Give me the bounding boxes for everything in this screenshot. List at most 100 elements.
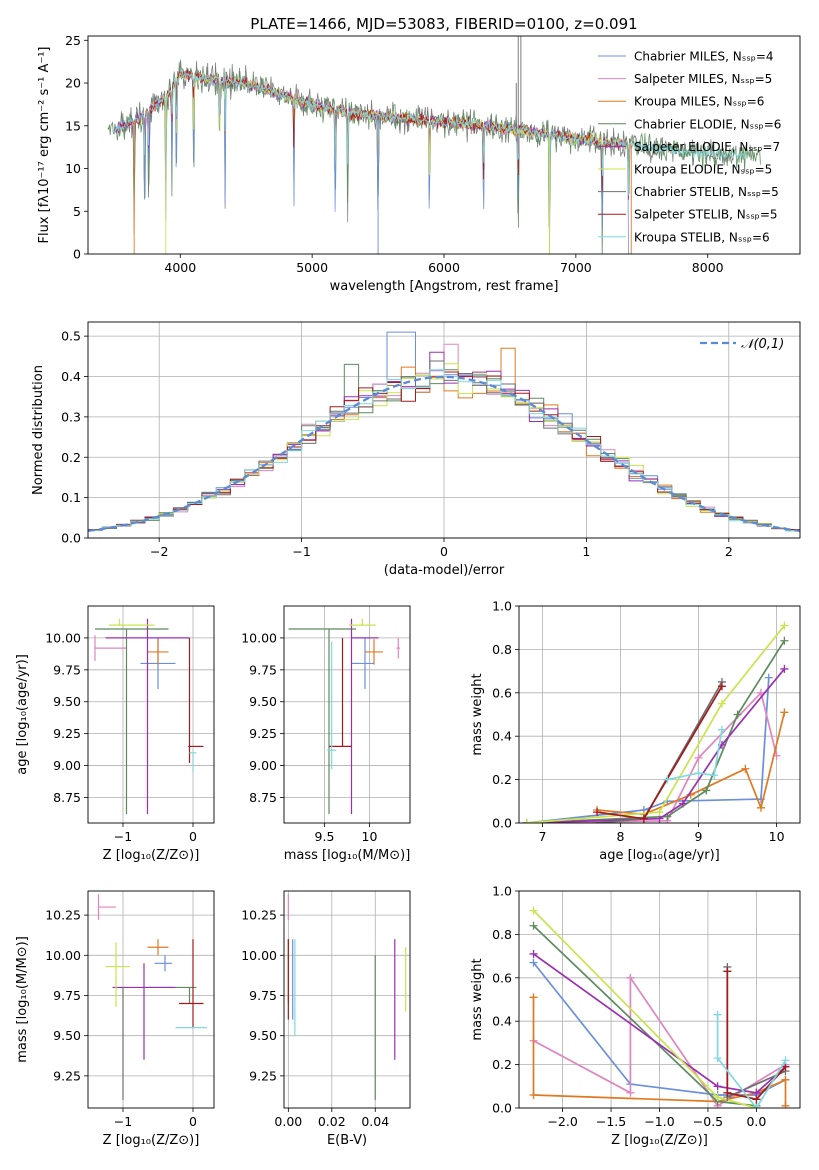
plus-marker	[756, 688, 765, 697]
x-tick-label: 9.5	[315, 829, 335, 844]
x-tick-label: 9	[695, 829, 703, 844]
x-axis-label: wavelength [Angstrom, rest frame]	[330, 279, 559, 294]
histogram-series-9	[88, 369, 800, 533]
y-axis-label: mass [log₁₀(M/M⊙)]	[15, 936, 30, 1063]
y-tick-label: 9.75	[53, 662, 81, 677]
y-tick-label: 25	[65, 33, 81, 48]
plot-area	[94, 618, 204, 815]
plus-marker	[717, 699, 726, 708]
y-tick-label: 0.4	[61, 369, 81, 384]
spectrum-series-7	[117, 60, 735, 254]
legend-label-8: Salpeter STELIB, Nₛₛₚ=5	[634, 208, 778, 222]
axes-frame	[283, 605, 411, 824]
plus-marker	[694, 753, 703, 762]
y-tick-label: 0.6	[492, 970, 512, 985]
plus-marker	[752, 1095, 761, 1104]
plus-marker	[639, 814, 648, 823]
mass-weight-line-3	[532, 997, 787, 1106]
plus-marker	[764, 673, 773, 682]
mass-weight-line-1	[526, 677, 770, 823]
plus-marker	[522, 819, 531, 823]
mass-vs-metallicity-panel: −1 0 9.25 9.50 9.75 10.00 10.25 Z [log₁₀(Z/Z⊙)]…	[15, 890, 215, 1148]
plus-marker	[723, 967, 732, 976]
x-tick-label: −1	[292, 544, 310, 559]
plus-marker	[717, 725, 726, 734]
x-tick-label: −1	[114, 1114, 132, 1129]
y-tick-label: 9.25	[53, 1068, 81, 1083]
y-tick-label: 0.0	[492, 816, 512, 831]
x-tick-label: −1.5	[596, 1114, 626, 1129]
errorbar-point-1	[351, 637, 374, 689]
y-tick-label: 8.75	[53, 790, 81, 805]
x-tick-label: 1	[582, 544, 590, 559]
errorbar-point-2	[97, 894, 116, 920]
y-tick-label: 9.50	[53, 1028, 81, 1043]
y-tick-label: 1.0	[492, 884, 512, 899]
plot-area	[522, 621, 789, 823]
mass-weight-line-6	[532, 909, 757, 1108]
plus-marker	[713, 1054, 722, 1063]
x-tick-label: 0.00	[274, 1114, 302, 1129]
errorbar-point-4	[288, 628, 356, 815]
legend-label-6: Kroupa ELODIE, Nₛₛₚ=5	[634, 163, 772, 177]
y-tick-label: 0.2	[61, 450, 81, 465]
y-tick-label: 10.25	[241, 908, 277, 923]
x-tick-label: −2.0	[547, 1114, 577, 1129]
errorbar-point-1	[154, 955, 172, 972]
x-tick-label: 2	[725, 544, 733, 559]
plus-marker	[678, 799, 687, 808]
legend-label-2: Salpeter MILES, Nₛₛₚ=5	[634, 72, 772, 86]
plus-marker	[529, 1090, 538, 1099]
plus-marker	[529, 921, 538, 930]
mass-weight-line-5	[533, 953, 787, 1094]
errorbar-point-3	[147, 939, 169, 956]
plot-area	[107, 36, 761, 254]
errorbar-point-6	[109, 618, 155, 626]
plus-marker	[593, 819, 602, 823]
x-axis-label: mass [log₁₀(M/M⊙)]	[284, 848, 411, 863]
y-tick-label: 9.25	[53, 726, 81, 741]
x-tick-label: 0	[189, 829, 197, 844]
plus-marker	[733, 710, 742, 719]
errorbar-point-5	[350, 618, 379, 815]
x-tick-label: 0	[189, 1114, 197, 1129]
y-tick-label: 10.00	[241, 630, 277, 645]
plus-marker	[702, 786, 711, 795]
y-tick-label: 8.75	[249, 790, 277, 805]
errorbar-point-5	[105, 618, 190, 815]
errorbar-point-8	[179, 939, 204, 1028]
gridlines	[519, 890, 800, 1109]
plus-marker	[741, 764, 750, 773]
y-tick-label: 0.2	[492, 1057, 512, 1072]
y-axis-label: mass weight	[470, 958, 485, 1040]
x-tick-label: −1.0	[644, 1114, 674, 1129]
plot-area	[287, 894, 407, 1100]
y-tick-label: 10.00	[45, 948, 81, 963]
plus-marker	[713, 1010, 722, 1019]
axes-frame	[518, 605, 801, 824]
errorbar-point-2	[396, 637, 401, 659]
legend-label-9: Kroupa STELIB, Nₛₛₚ=6	[634, 230, 770, 244]
y-tick-label: 0.4	[492, 1014, 512, 1029]
plus-marker	[752, 1104, 761, 1108]
plus-marker	[780, 708, 789, 717]
y-tick-label: 10.00	[241, 948, 277, 963]
y-axis-label: Flux [fλ10⁻¹⁷ erg cm⁻² s⁻¹ A⁻¹]	[37, 47, 52, 244]
errorbar-point-6	[105, 942, 130, 1007]
y-tick-label: 0.8	[492, 927, 512, 942]
y-tick-label: 9.25	[249, 1068, 277, 1083]
y-tick-label: 0.3	[61, 409, 81, 424]
x-axis-label: Z [log₁₀(Z/Z⊙)]	[103, 848, 200, 863]
x-tick-label: 8000	[692, 260, 724, 275]
x-tick-label: 10	[362, 829, 378, 844]
axes-frame	[87, 35, 801, 255]
mass-weight-line-4	[526, 640, 786, 823]
plus-marker	[694, 769, 703, 778]
mass-weight-line-6	[526, 624, 786, 823]
plot-area	[88, 331, 800, 533]
plus-marker	[529, 949, 538, 958]
spectrum-series-4	[107, 59, 761, 254]
plot-area	[288, 618, 401, 815]
plus-marker	[626, 1088, 635, 1097]
